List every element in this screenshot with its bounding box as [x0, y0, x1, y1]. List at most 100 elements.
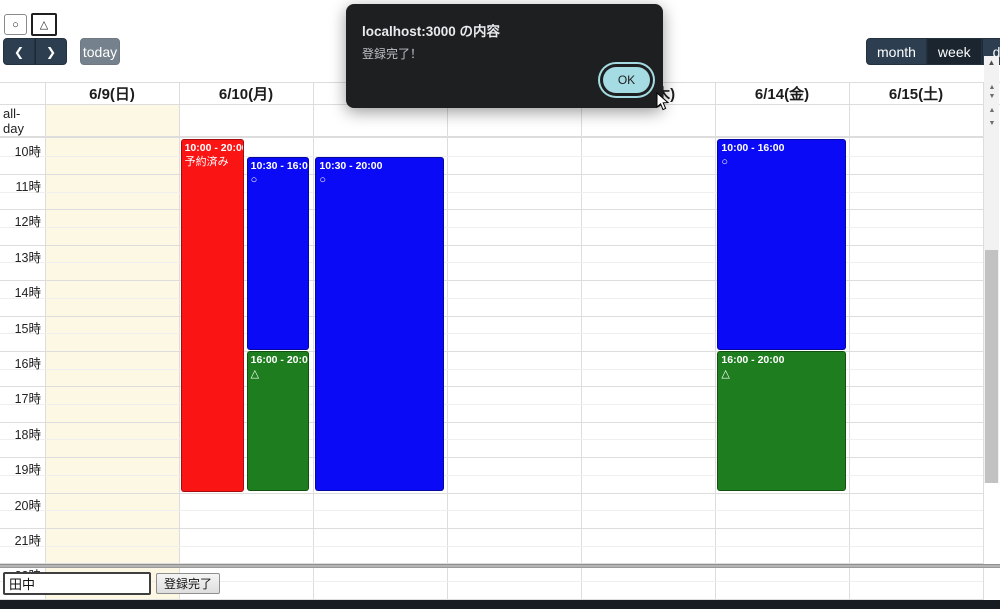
hour-line — [0, 315, 983, 317]
time-axis-label: 20時 — [14, 498, 41, 513]
column-line — [179, 82, 180, 600]
chevron-right-icon: ❯ — [45, 44, 57, 59]
day-header-6: 6/15(土) — [888, 85, 944, 103]
half-hour-line — [0, 262, 983, 264]
scrollbar-up-arrow[interactable]: ▲ — [987, 58, 996, 67]
next-button[interactable]: ❯ — [35, 38, 67, 65]
prev-button[interactable]: ❮ — [3, 38, 35, 65]
calendar-event[interactable]: 16:00 - 20:00 △ — [717, 351, 846, 492]
scrollbar-thumb[interactable] — [985, 250, 998, 483]
hour-line — [0, 492, 983, 494]
half-hour-line — [0, 439, 983, 441]
time-axis-label: 19時 — [14, 463, 41, 478]
browser-dialog: localhost:3000 の内容 登録完了！ OK — [346, 4, 663, 108]
time-axis-label: 18時 — [14, 427, 41, 442]
time-axis-label: 14時 — [14, 286, 41, 301]
calendar-week-view: all-day 6/9(日)6/10(月)6/11(火)6/12(水)6/13(… — [0, 82, 1000, 600]
allday-scroll-up-icon: ▲ — [988, 107, 996, 114]
view-button-week[interactable]: week — [926, 38, 982, 65]
event-time: 10:00 - 20:00 — [184, 142, 245, 154]
allday-scroll-down-icon: ▼ — [988, 120, 996, 127]
event-time: 16:00 - 20:00 — [721, 354, 785, 367]
event-time: 16:00 - 20:00 — [250, 354, 310, 367]
view-switcher: monthweekday — [866, 38, 1000, 65]
calendar-event[interactable]: 10:00 - 20:00 予約済み — [180, 139, 245, 492]
header-scroll-up-icon: ▲ — [988, 84, 996, 91]
column-line — [715, 82, 716, 600]
prev-next-group: ❮ ❯ — [3, 38, 67, 65]
column-line — [313, 82, 314, 600]
half-hour-line — [0, 510, 983, 512]
day-header-0: 6/9(日) — [89, 85, 135, 103]
column-line — [447, 82, 448, 600]
time-axis-label: 15時 — [14, 321, 41, 336]
time-axis-label: 11時 — [15, 179, 41, 194]
time-axis-label: 21時 — [14, 533, 41, 548]
mouse-cursor-icon — [656, 92, 669, 111]
day-header-1: 6/10(月) — [218, 85, 274, 103]
today-column-highlight — [45, 104, 179, 600]
hour-line — [0, 209, 983, 211]
column-line — [849, 82, 850, 600]
header-scroll-down-icon: ▼ — [988, 93, 996, 100]
column-line — [45, 82, 46, 600]
today-button[interactable]: today — [80, 38, 120, 65]
calendar-event[interactable]: 10:30 - 16:00 ○ — [246, 156, 310, 350]
chevron-left-icon: ❮ — [13, 44, 25, 59]
event-title: △ — [250, 368, 260, 381]
event-time: 10:00 - 16:00 — [721, 142, 785, 154]
view-button-month[interactable]: month — [866, 38, 927, 65]
column-line — [581, 82, 582, 600]
all-day-label: all-day — [3, 106, 24, 136]
footer-bar — [0, 600, 1000, 609]
time-axis-label: 16時 — [14, 356, 41, 371]
column-line — [983, 82, 984, 600]
all-day-divider — [0, 136, 983, 138]
half-hour-line — [0, 404, 983, 405]
hour-line — [0, 421, 983, 423]
event-title: ○ — [250, 173, 258, 186]
register-button[interactable]: 登録完了 — [156, 573, 221, 594]
hour-line — [0, 350, 983, 352]
dialog-ok-button[interactable]: OK — [603, 67, 650, 93]
hour-line — [0, 244, 983, 246]
calendar-event[interactable]: 10:30 - 20:00 ○ — [315, 156, 444, 492]
hour-line — [0, 386, 983, 388]
vertical-scrollbar[interactable]: ▲ — [984, 56, 999, 483]
half-hour-line — [0, 297, 983, 299]
event-title: ○ — [319, 173, 327, 186]
circle-option-button[interactable]: ○ — [4, 14, 27, 35]
event-title: 予約済み — [184, 156, 229, 168]
time-axis-label: 12時 — [14, 215, 41, 230]
calendar-event[interactable]: 10:00 - 16:00 ○ — [717, 139, 846, 350]
dialog-title: localhost:3000 の内容 — [362, 24, 501, 39]
hour-line — [0, 173, 983, 175]
time-axis-label: 17時 — [14, 392, 41, 407]
hour-line — [0, 457, 983, 459]
half-hour-line — [0, 545, 983, 547]
half-hour-line — [0, 227, 983, 228]
half-hour-line — [0, 156, 983, 158]
name-input[interactable] — [3, 572, 151, 595]
hour-line — [0, 280, 983, 282]
half-hour-line — [0, 474, 983, 476]
triangle-option-button[interactable]: △ — [31, 13, 57, 36]
hour-line — [0, 598, 983, 600]
event-time: 10:30 - 16:00 — [250, 159, 310, 172]
half-hour-line — [0, 333, 983, 335]
half-hour-line — [0, 581, 983, 582]
event-title: ○ — [721, 156, 729, 168]
calendar-bottom-divider — [0, 564, 1000, 568]
time-axis-label: 13時 — [14, 250, 41, 265]
day-header-5: 6/14(金) — [754, 85, 810, 103]
event-time: 10:30 - 20:00 — [319, 159, 383, 172]
hour-line — [0, 563, 983, 565]
event-title: △ — [721, 368, 730, 381]
half-hour-line — [0, 368, 983, 370]
dialog-message: 登録完了！ — [362, 47, 423, 61]
calendar-event[interactable]: 16:00 - 20:00 △ — [246, 351, 310, 492]
half-hour-line — [0, 191, 983, 193]
time-axis-label: 10時 — [14, 144, 41, 159]
hour-line — [0, 527, 983, 529]
